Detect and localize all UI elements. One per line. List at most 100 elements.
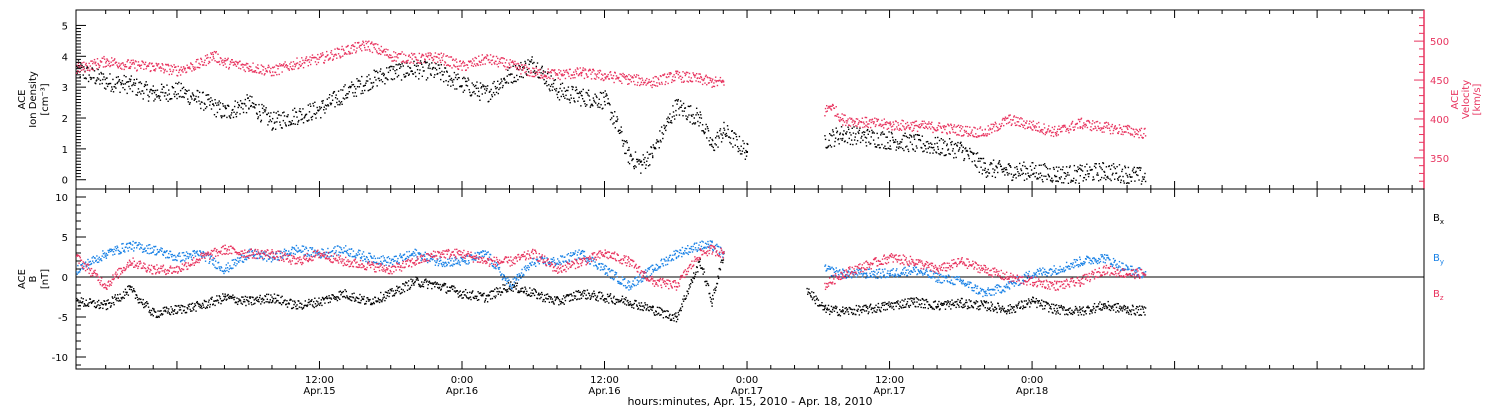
data-point	[143, 85, 146, 88]
data-point	[884, 301, 886, 304]
data-point	[889, 303, 891, 305]
data-point	[573, 100, 576, 102]
data-point	[1001, 307, 1003, 309]
data-point	[476, 63, 479, 65]
data-point	[112, 301, 115, 304]
data-point	[170, 64, 172, 67]
data-point	[880, 132, 883, 134]
data-point	[250, 301, 252, 304]
data-point	[884, 123, 886, 126]
data-point	[493, 295, 495, 298]
data-point	[320, 299, 323, 301]
data-point	[471, 62, 473, 64]
data-point	[315, 112, 318, 114]
data-point	[534, 71, 536, 74]
data-point	[545, 82, 547, 84]
data-point	[650, 80, 653, 83]
data-point	[1000, 309, 1002, 311]
data-point	[416, 62, 418, 65]
data-point	[339, 57, 342, 59]
data-point	[387, 55, 390, 58]
data-point	[397, 286, 400, 289]
data-point	[194, 66, 196, 68]
data-point	[209, 61, 211, 64]
data-point	[429, 73, 432, 75]
data-point	[114, 296, 116, 298]
data-point	[642, 154, 644, 156]
data-point	[211, 99, 213, 102]
data-point	[238, 103, 240, 106]
data-point	[315, 305, 317, 308]
data-point	[983, 134, 986, 137]
data-point	[582, 88, 584, 91]
data-point	[313, 113, 315, 115]
data-point	[554, 299, 557, 302]
data-point	[862, 305, 864, 308]
data-point	[904, 298, 906, 300]
data-point	[724, 133, 726, 136]
data-point	[232, 294, 234, 296]
data-point	[531, 75, 533, 78]
data-point	[1119, 175, 1121, 178]
data-point	[836, 130, 839, 133]
data-point	[893, 129, 896, 131]
data-point	[160, 67, 163, 69]
data-point	[375, 43, 377, 45]
data-point	[1001, 122, 1003, 125]
data-point	[509, 288, 511, 290]
data-point	[991, 305, 993, 307]
data-point	[300, 64, 302, 67]
data-point	[498, 62, 500, 65]
data-point	[233, 111, 235, 113]
data-point	[645, 309, 647, 311]
data-point	[662, 137, 664, 140]
data-point	[361, 296, 363, 298]
data-point	[526, 290, 528, 293]
data-point	[98, 66, 100, 69]
data-point	[933, 149, 935, 151]
data-point	[176, 97, 178, 100]
data-point	[599, 106, 601, 109]
data-point	[442, 55, 444, 57]
data-point	[853, 120, 855, 122]
data-point	[1071, 120, 1074, 123]
data-point	[871, 129, 873, 132]
data-point	[633, 165, 635, 168]
data-point	[85, 77, 87, 80]
data-point	[960, 306, 963, 308]
data-point	[675, 320, 678, 323]
data-point	[647, 165, 650, 167]
data-point	[844, 140, 846, 142]
data-point	[1073, 164, 1076, 167]
data-point	[1055, 180, 1057, 182]
data-point	[850, 134, 852, 136]
data-point	[581, 95, 583, 97]
data-point	[128, 67, 130, 69]
data-point	[442, 285, 445, 287]
data-point	[873, 310, 875, 312]
data-point	[156, 64, 158, 66]
data-point	[337, 53, 340, 55]
data-point	[746, 142, 748, 145]
data-point	[922, 150, 924, 153]
data-point	[534, 72, 536, 75]
data-point	[425, 53, 427, 55]
data-point	[216, 104, 218, 107]
data-point	[574, 69, 577, 71]
data-point	[137, 61, 140, 63]
data-point	[865, 304, 867, 307]
data-point	[624, 77, 626, 79]
data-point	[597, 300, 599, 302]
data-point	[340, 89, 342, 91]
data-point	[327, 59, 330, 61]
data-point	[546, 293, 549, 295]
data-point	[1084, 123, 1087, 125]
data-point	[1020, 117, 1022, 119]
data-point	[1096, 172, 1099, 174]
data-point	[356, 86, 359, 88]
data-point	[648, 153, 650, 156]
data-point	[1043, 163, 1046, 165]
data-point	[1137, 167, 1140, 169]
data-point	[83, 303, 86, 305]
data-point	[857, 308, 859, 310]
